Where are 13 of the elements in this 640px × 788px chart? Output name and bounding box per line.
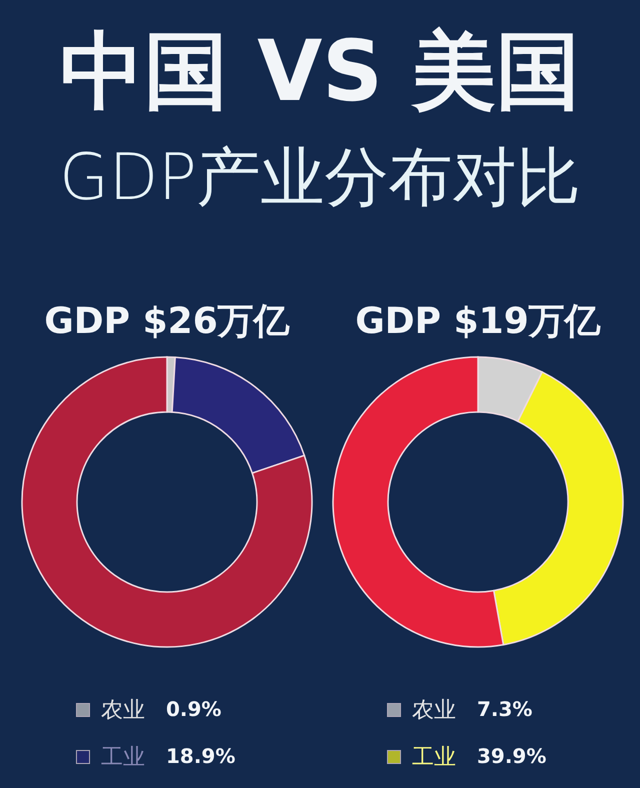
chart-title: GDP $19万亿 bbox=[355, 301, 602, 342]
data-label: 39.9% bbox=[477, 744, 546, 768]
legend-label: 工业 bbox=[412, 745, 456, 770]
donut-slice bbox=[21, 356, 312, 648]
legend-label: 农业 bbox=[101, 698, 145, 723]
chart-title: GDP $26万亿 bbox=[44, 301, 291, 342]
data-label: 18.9% bbox=[166, 744, 236, 768]
legend-label: 工业 bbox=[101, 745, 145, 770]
data-label: 7.3% bbox=[477, 697, 532, 721]
text: GDP产业分布对比 bbox=[59, 141, 581, 215]
data-label: 0.9% bbox=[166, 697, 222, 721]
legend-label: 农业 bbox=[412, 698, 456, 723]
text: 中国 VS 美国 bbox=[60, 22, 580, 120]
